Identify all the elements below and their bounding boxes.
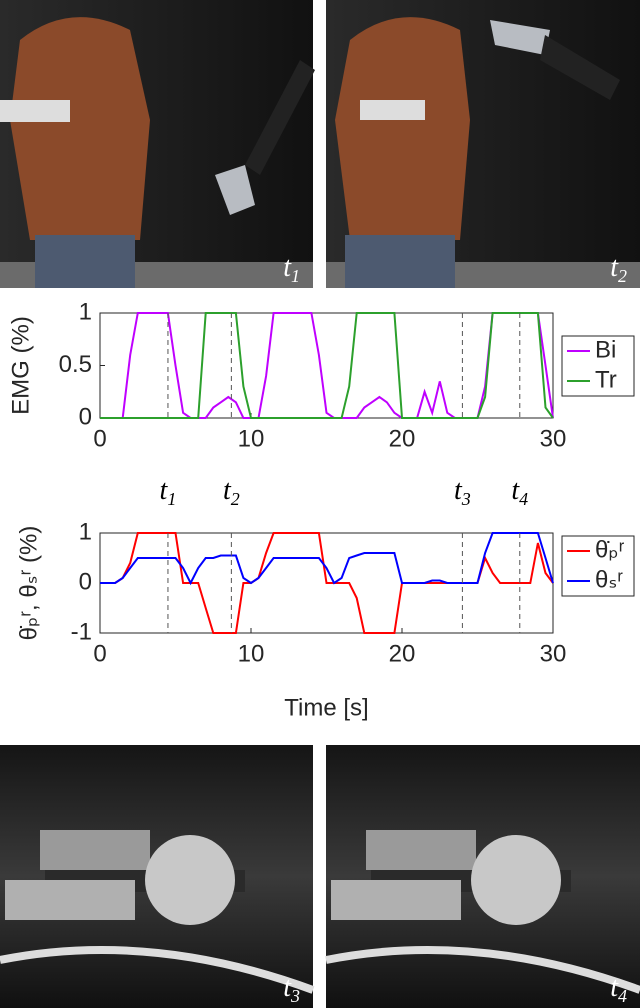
time-marker-label-sub: 2 [231,489,240,509]
legend-label: θₛʳ [595,566,623,593]
time-marker-label-sub: 4 [519,489,528,509]
y-tick-label: 1 [79,518,92,545]
y-tick-label: 1 [79,298,92,325]
photo-label-main: t [283,972,292,1003]
photo-label: t4 [610,972,627,1006]
series-line [100,312,554,419]
time-marker-label: t4 [511,475,528,509]
x-tick-label: 0 [93,640,106,667]
time-marker-label-sub: 3 [461,489,471,509]
photo-label-sub: 1 [291,266,300,286]
photo-t4 [325,745,640,1008]
x-axis-label: Time [s] [284,694,368,721]
plot-box [99,312,554,419]
x-tick-label: 10 [238,425,265,452]
legend-box [561,335,635,397]
y-tick-label: -1 [71,618,92,645]
time-marker-label-sub: 1 [167,489,176,509]
time-marker-label-main: t [454,475,463,506]
photo-label-sub: 3 [290,986,300,1006]
y-axis-label: θ̇ₚʳ, θₛʳ (%) [15,526,42,641]
time-marker-label: t1 [160,475,177,509]
photo-label: t3 [283,972,300,1006]
photo-t2 [326,0,640,288]
y-tick-label: 0 [79,403,92,430]
y-tick-label: 0 [79,568,92,595]
series-line [100,532,554,586]
x-tick-label: 0 [93,425,106,452]
y-tick-label: 0.5 [59,351,92,378]
photo-label: t2 [610,252,627,286]
photo-label-sub: 4 [618,986,627,1006]
photo-label-main: t [610,972,619,1003]
photo-t1 [0,0,315,288]
time-marker-label-main: t [223,475,232,506]
time-marker-label: t2 [223,475,240,509]
photo-label-main: t [283,252,292,283]
x-tick-label: 30 [540,640,567,667]
x-tick-label: 20 [389,640,416,667]
legend-label: θ̇ₚʳ [595,536,625,563]
time-marker-label-main: t [160,475,169,506]
y-axis-label: EMG (%) [7,316,34,415]
x-tick-label: 10 [238,640,265,667]
photo-label: t1 [283,252,300,286]
legend-label: Bi [595,336,616,363]
legend-label: Tr [595,366,617,393]
photo-label-sub: 2 [618,266,627,286]
photo-t3 [0,745,315,1008]
time-marker-label-main: t [511,475,520,506]
x-tick-label: 20 [389,425,416,452]
legend-box [561,535,635,597]
photo-label-main: t [610,252,619,283]
x-tick-label: 30 [540,425,567,452]
series-line [100,312,554,419]
time-marker-label: t3 [454,475,471,509]
